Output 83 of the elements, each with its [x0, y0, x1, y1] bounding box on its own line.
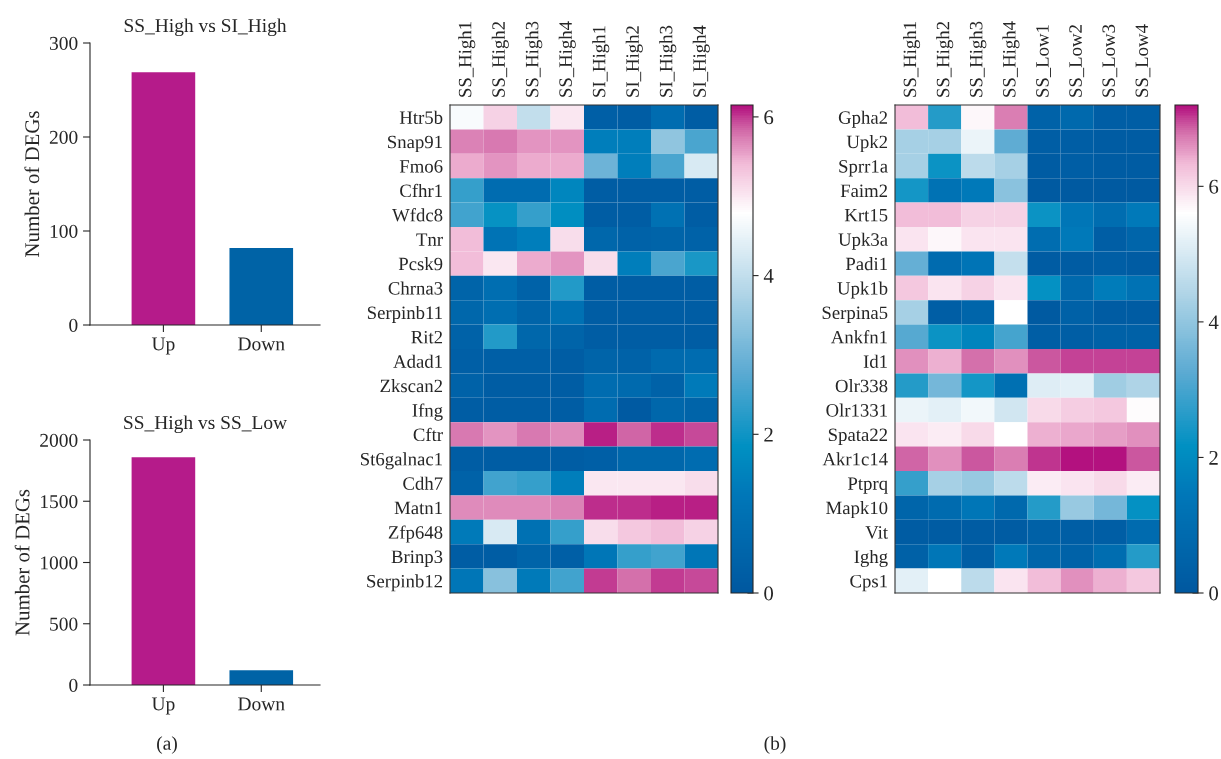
y-tick-label: Cftr — [413, 427, 443, 442]
y-tick-label: Akr1c14 — [822, 452, 888, 466]
y-tick-label: Krt15 — [844, 208, 888, 222]
y-tick-label: Adad1 — [393, 354, 442, 368]
x-tick-label: SI_High2 — [625, 26, 643, 97]
y-tick-label: Cfhr1 — [400, 183, 442, 198]
y-tick-label: Zkscan2 — [380, 379, 443, 393]
y-tick-label: Htr5b — [399, 110, 443, 124]
x-tick-label: SS_High2 — [491, 21, 509, 97]
y-tick-label: Serpinb11 — [367, 305, 442, 323]
y-tick-label: Upk1b — [837, 281, 888, 299]
chart-title: SS_High vs SS_Low — [124, 415, 288, 434]
y-axis-title: Number of DEGs — [24, 111, 40, 257]
x-tick-label: SS_Low1 — [1036, 25, 1051, 97]
x-tick-label: SS_High4 — [1002, 21, 1020, 97]
x-tick-label: SS_High3 — [525, 21, 543, 97]
y-tick-label: Padi1 — [845, 257, 887, 271]
x-tick-label: Down — [238, 697, 285, 711]
y-axis-title: Number of DEGs — [14, 489, 30, 636]
y-tick-label: Olr338 — [835, 379, 888, 393]
color-bar-label: 0 — [1209, 586, 1219, 601]
y-tick-label: Ifng — [412, 403, 443, 421]
y-tick-label: 1000 — [41, 556, 78, 570]
x-tick-label: SI_High3 — [659, 25, 677, 97]
y-tick-label: Id1 — [863, 354, 887, 368]
y-tick-label: Mapk10 — [826, 501, 888, 519]
y-tick-label: Ptprq — [847, 477, 888, 494]
y-tick-label: Olr1331 — [826, 403, 887, 417]
y-tick-label: Cdh7 — [403, 476, 443, 490]
y-tick-label: Brinp3 — [391, 550, 443, 567]
y-tick-label: Upk2 — [846, 135, 888, 153]
y-tick-label: Snap91 — [388, 135, 442, 153]
y-tick-label: Ighg — [854, 549, 888, 567]
y-tick-label: Gpha2 — [838, 110, 888, 128]
y-tick-label: Vit — [865, 526, 888, 539]
y-tick-label: Cps1 — [850, 574, 887, 592]
y-tick-label: Pcsk9 — [398, 257, 443, 271]
x-tick-label: SS_High1 — [903, 22, 921, 97]
y-tick-label: Tnr — [416, 233, 443, 246]
y-tick-label: Ankfn1 — [830, 330, 887, 344]
y-tick-label: Serpinb12 — [367, 574, 443, 592]
x-tick-label: SS_High1 — [458, 22, 476, 97]
x-tick-label: SS_High2 — [936, 21, 954, 97]
x-tick-label: SI_High1 — [592, 26, 610, 97]
y-tick-label: 0 — [69, 318, 78, 332]
y-tick-label: Spata22 — [828, 428, 888, 445]
color-bar-label: 2 — [764, 427, 773, 442]
x-tick-label: SS_Low4 — [1135, 24, 1151, 97]
y-tick-label: Matn1 — [394, 501, 442, 515]
x-tick-label: Up — [151, 697, 175, 715]
x-tick-label: SI_High4 — [692, 25, 710, 97]
y-tick-label: 100 — [50, 224, 78, 238]
x-tick-label: SS_Low3 — [1102, 24, 1118, 97]
y-tick-label: Fmo6 — [399, 160, 443, 173]
y-tick-label: Zfp648 — [388, 525, 443, 543]
y-tick-label: Serpina5 — [822, 306, 888, 323]
y-tick-label: Upk3a — [838, 232, 888, 250]
y-tick-label: Wfdc8 — [392, 208, 443, 222]
chart-title: SS_High vs SI_High — [124, 18, 287, 37]
color-bar-label: 2 — [1209, 450, 1218, 465]
y-tick-label: 2000 — [40, 433, 78, 447]
color-bar-label: 6 — [764, 110, 774, 125]
color-bar-label: 4 — [1208, 315, 1219, 330]
color-bar-label: 4 — [763, 269, 774, 283]
x-tick-label: SS_High3 — [969, 21, 987, 97]
y-tick-label: 500 — [50, 617, 78, 631]
y-tick-label: 1500 — [41, 495, 78, 509]
y-tick-label: Chrna3 — [388, 281, 443, 295]
y-tick-label: 0 — [69, 678, 78, 692]
x-tick-label: SS_High4 — [558, 21, 576, 97]
y-tick-label: Faim2 — [840, 184, 888, 198]
text: (a) — [157, 736, 177, 754]
y-tick-label: Sprr1a — [839, 160, 888, 177]
color-bar-label: 0 — [764, 586, 774, 601]
x-tick-label: Down — [238, 337, 285, 351]
y-tick-label: Rit2 — [411, 330, 443, 344]
text: (b) — [764, 736, 786, 754]
x-tick-label: Up — [151, 337, 175, 355]
x-tick-label: SS_Low2 — [1069, 25, 1085, 97]
color-bar-label: 6 — [1209, 179, 1219, 194]
y-tick-label: 300 — [49, 36, 78, 50]
y-tick-label: 200 — [49, 130, 78, 144]
y-tick-label: St6galnac1 — [360, 452, 442, 470]
